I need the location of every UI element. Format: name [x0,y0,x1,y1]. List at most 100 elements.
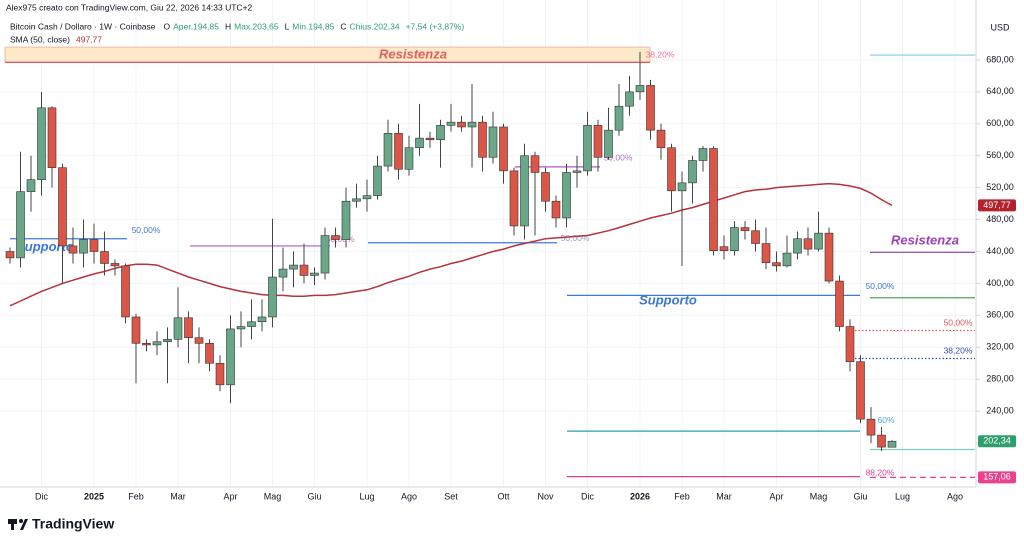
legend-value: Max.203,65 [234,21,279,31]
legend-key: L [285,21,290,31]
candle-body [751,230,760,244]
candle-body [121,265,130,318]
sma-line [9,182,893,307]
x-tick-label: Giu [853,491,867,501]
logo-icon [20,519,28,530]
candle-body [772,262,781,267]
x-tick-label: Mag [264,491,282,501]
candle-body [709,148,718,252]
y-tick-label: 320,00 [986,342,1014,352]
legend-sma: SMA (50, close) [10,34,70,44]
x-tick-label: Mag [810,491,828,501]
x-tick-label: Mar [716,491,732,501]
annotation: 50,00% [604,152,633,162]
candle-body [373,165,382,196]
candle-body [268,276,277,318]
annotation: Resistenza [891,233,959,248]
annotation: 88,20% [866,468,895,478]
candle-body [446,121,456,126]
price-badge-label: 497,77 [983,200,1011,210]
candle-body [730,227,739,252]
candle-body [100,251,109,264]
candle-body [824,232,834,282]
annotation: 38,20% [646,49,675,59]
candle-body [383,133,393,167]
candle-body [58,167,67,247]
candle-body [551,200,561,219]
candle-body [719,246,729,252]
candle-body [278,268,288,278]
candle-body [110,263,120,267]
legend-sma-value: 497,77 [76,34,102,44]
y-tick-label: 360,00 [986,310,1014,320]
candle-body [478,121,487,158]
annotation: 38,20% [944,346,973,356]
candle-body [331,235,340,240]
candle-body [877,434,886,448]
candle-body [5,251,15,259]
legend-value: Aper.194,85 [173,21,219,31]
candle-body [614,105,624,131]
logo-text: TradingView [32,516,114,532]
y-tick-label: 440,00 [986,246,1014,256]
candle-body [194,337,204,344]
symbol: Bitcoin Cash / Dollaro · 1W · Coinbase [10,21,156,31]
annotation: 50,00% [944,318,973,328]
candle-body [677,182,687,192]
candle-body [761,243,771,263]
candle-body [26,179,36,192]
y-tick-label: 640,00 [986,86,1014,96]
candle-body [79,239,88,254]
candle-body [593,125,603,158]
legend-value: Chius.202,34 [350,21,400,31]
drawings: Resistenza 38,20% Supporto 50,00% 50,00% 50,0… [4,47,975,478]
logo-icon [19,519,23,523]
candle-body [404,147,414,170]
candle-body [562,172,571,219]
y-tick-label: 480,00 [986,214,1014,224]
plot [5,51,897,452]
candle-body [698,148,708,161]
x-tick-label: Mar [170,491,186,501]
candle-body [341,200,351,240]
candle-body [887,440,897,448]
candle-body [310,272,319,276]
x-tick-label: 2026 [630,491,650,501]
candle-body [89,239,99,252]
x-tick-label: Giu [307,491,321,501]
candle-body [604,129,613,158]
candle-body [509,170,519,227]
candle-body [184,317,193,339]
candle-body [247,321,256,327]
candle-body [856,361,865,420]
candle-body [257,316,267,323]
x-tick-label: 2025 [84,491,104,501]
x-tick-label: Apr [223,491,237,501]
candle-body [289,264,298,270]
candle-body [16,191,25,259]
candle-body [541,172,550,202]
candle-body [205,343,214,364]
y-tick-label: 240,00 [986,406,1014,416]
x-tick-label: Set [444,491,458,501]
candle-body [131,316,141,344]
currency: USD [990,22,1010,32]
annotation: 50,00% [866,281,895,291]
candle-body [520,155,529,227]
candle-body [866,418,876,436]
candle-body [667,147,676,192]
candle-body [394,133,403,170]
price-badge [978,435,1016,448]
candle-body [457,121,466,128]
annotation: 50,00% [132,225,161,235]
candle-body [215,362,225,386]
legend-key: C [340,21,346,31]
x-tick-label: Feb [128,491,144,501]
price-badge-label: 202,34 [983,436,1011,446]
candle-body [299,264,309,276]
y-tick-label: 560,00 [986,150,1014,160]
candle-body [835,280,844,327]
legend-value: Min.194,85 [292,21,334,31]
logo-icon [11,519,14,530]
